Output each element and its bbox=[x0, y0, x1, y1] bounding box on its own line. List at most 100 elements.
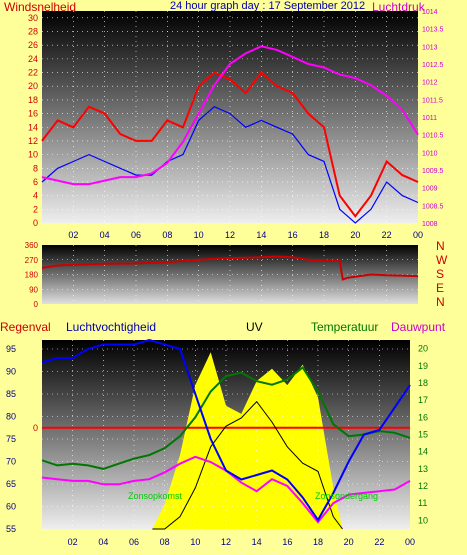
x-tick-label: 04 bbox=[100, 230, 110, 240]
y-tick-right: 1010.5 bbox=[422, 133, 444, 140]
y-tick-right: 1010 bbox=[422, 150, 438, 157]
y-tick-right: 1008 bbox=[422, 221, 438, 228]
y-tick-left: 12 bbox=[28, 136, 38, 146]
y-tick-right: 15 bbox=[418, 430, 428, 440]
y-tick-right: 1008.5 bbox=[422, 203, 444, 210]
y-tick-left: 90 bbox=[29, 285, 38, 294]
compass-s: S bbox=[436, 267, 445, 281]
y-tick-left: 90 bbox=[6, 367, 16, 377]
y-tick-left: 70 bbox=[6, 457, 16, 467]
uv-area bbox=[152, 352, 343, 529]
y-tick-right: 17 bbox=[418, 395, 428, 405]
y-tick-left: 80 bbox=[6, 412, 16, 422]
y-tick-left: 65 bbox=[6, 479, 16, 489]
wind-pressure-chart: 02468101214161820222426283010081008.5100… bbox=[28, 9, 444, 240]
x-tick-label: 22 bbox=[374, 537, 384, 547]
x-tick-label: 20 bbox=[344, 537, 354, 547]
x-tick-label: 20 bbox=[350, 230, 360, 240]
y-tick-left: 10 bbox=[28, 150, 38, 160]
y-tick-left: 28 bbox=[28, 27, 38, 37]
y-tick-left: 85 bbox=[6, 389, 16, 399]
dauwpunt-label: Dauwpunt bbox=[391, 320, 446, 334]
y-tick-right: 1012.5 bbox=[422, 62, 444, 69]
y-tick-left: 0 bbox=[34, 300, 39, 308]
y-tick-left: 30 bbox=[28, 13, 38, 23]
pressure-line bbox=[41, 45, 419, 186]
y-tick-left: 24 bbox=[28, 54, 38, 64]
luchtdruk-label: Luchtdruk bbox=[372, 0, 425, 14]
wind-speed-line bbox=[41, 71, 419, 218]
y-tick-right: 19 bbox=[418, 361, 428, 371]
uv-label: UV bbox=[246, 320, 263, 334]
rain-zero-label: 0 bbox=[33, 423, 38, 433]
y-tick-left: 14 bbox=[28, 122, 38, 132]
y-tick-left: 75 bbox=[6, 434, 16, 444]
x-tick-label: 16 bbox=[282, 537, 292, 547]
plot-area bbox=[42, 245, 418, 304]
x-tick-label: 14 bbox=[256, 230, 266, 240]
compass-n-bottom: N bbox=[436, 295, 445, 309]
humidity-line bbox=[41, 338, 411, 522]
x-tick-label: 10 bbox=[194, 230, 204, 240]
x-tick-label: 10 bbox=[190, 537, 200, 547]
y-tick-left: 55 bbox=[6, 524, 16, 534]
y-tick-right: 1012 bbox=[422, 80, 438, 87]
y-tick-left: 180 bbox=[25, 271, 39, 280]
wind-direction-chart: 0 90 180 270 360 bbox=[25, 241, 419, 308]
x-tick-label: 04 bbox=[98, 537, 108, 547]
y-tick-left: 26 bbox=[28, 40, 38, 50]
y-tick-left: 18 bbox=[28, 95, 38, 105]
y-tick-right: 11 bbox=[418, 498, 427, 508]
x-tick-label: 00 bbox=[405, 537, 415, 547]
x-tick-label: 02 bbox=[68, 230, 78, 240]
compass-e: E bbox=[436, 281, 445, 295]
y-tick-left: 95 bbox=[6, 344, 16, 354]
x-tick-label: 06 bbox=[131, 230, 141, 240]
y-tick-right: 13 bbox=[418, 464, 428, 474]
y-tick-left: 360 bbox=[25, 241, 39, 250]
page-title: 24 hour graph day : 17 September 2012 bbox=[170, 0, 366, 12]
x-tick-label: 12 bbox=[221, 537, 231, 547]
temperature-line bbox=[41, 366, 411, 470]
solar-line bbox=[152, 400, 343, 530]
regenval-label: Regenval bbox=[0, 320, 51, 334]
y-tick-right: 14 bbox=[418, 447, 428, 457]
y-tick-left: 22 bbox=[28, 68, 38, 78]
y-tick-right: 1011.5 bbox=[422, 97, 443, 104]
y-tick-left: 4 bbox=[33, 191, 38, 201]
y-tick-left: 6 bbox=[33, 177, 38, 187]
y-tick-left: 2 bbox=[33, 204, 38, 214]
x-tick-label: 18 bbox=[313, 537, 323, 547]
wind-average-line bbox=[41, 105, 419, 224]
y-tick-right: 1013 bbox=[422, 44, 438, 51]
x-tick-label: 22 bbox=[382, 230, 392, 240]
y-tick-right: 1009 bbox=[422, 186, 438, 193]
y-tick-right: 12 bbox=[418, 481, 428, 491]
y-tick-left: 270 bbox=[25, 256, 39, 265]
x-tick-label: 08 bbox=[160, 537, 170, 547]
windsnelheid-label: Windsnelheid bbox=[4, 0, 77, 14]
y-tick-left: 0 bbox=[33, 218, 38, 228]
y-tick-right: 20 bbox=[418, 344, 428, 354]
y-tick-right: 16 bbox=[418, 412, 428, 422]
y-tick-left: 8 bbox=[33, 163, 38, 173]
compass-n-top: N bbox=[436, 239, 445, 253]
x-tick-label: 00 bbox=[413, 230, 423, 240]
x-tick-label: 18 bbox=[319, 230, 329, 240]
x-tick-label: 12 bbox=[225, 230, 235, 240]
x-tick-label: 16 bbox=[288, 230, 298, 240]
x-tick-label: 02 bbox=[68, 537, 78, 547]
y-tick-right: 1011 bbox=[422, 115, 437, 122]
y-tick-right: 18 bbox=[418, 378, 428, 388]
x-tick-label: 08 bbox=[162, 230, 172, 240]
y-tick-left: 20 bbox=[28, 81, 38, 91]
y-tick-right: 1009.5 bbox=[422, 168, 444, 175]
y-tick-left: 60 bbox=[6, 502, 16, 512]
y-tick-right: 10 bbox=[418, 515, 428, 525]
x-tick-label: 06 bbox=[129, 537, 139, 547]
luchtvochtigheid-label: Luchtvochtigheid bbox=[66, 320, 157, 334]
humidity-uv-temperature-chart: 55 60 65 70 75 80 85 90 95 10 11 12 13 14 15 16 17 18 19 20… bbox=[6, 338, 428, 547]
sunset-annotation: Zonsondergang bbox=[315, 491, 378, 501]
y-tick-right: 1013.5 bbox=[422, 27, 444, 34]
x-tick-label: 14 bbox=[252, 537, 262, 547]
